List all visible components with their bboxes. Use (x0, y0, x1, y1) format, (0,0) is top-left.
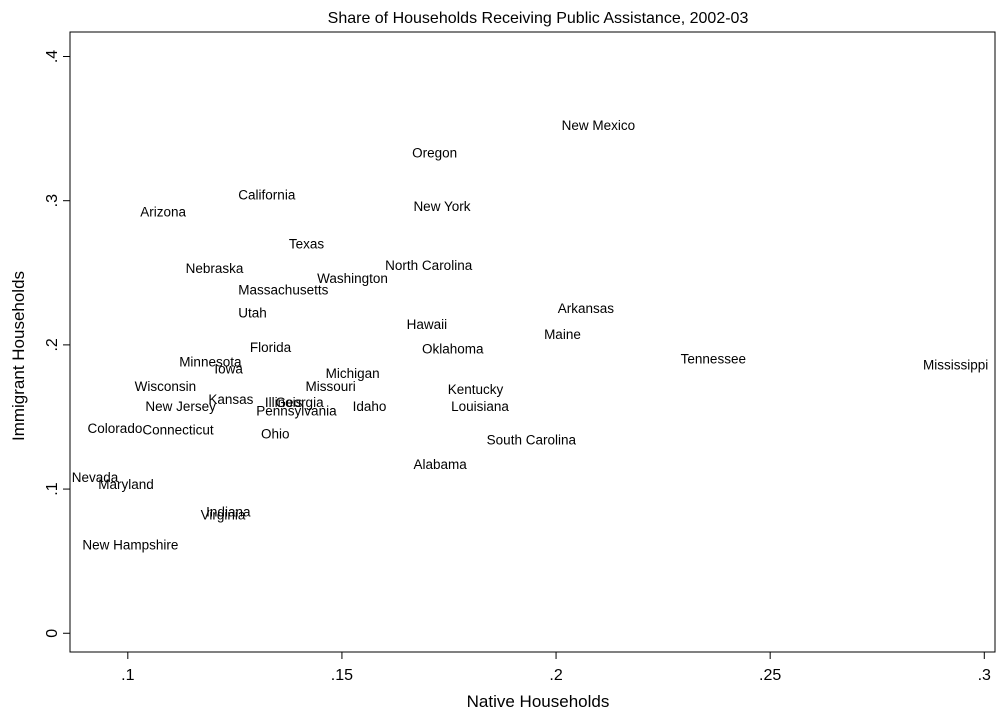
point-label-nevada: Nevada (72, 470, 119, 485)
y-tick-label: .3 (44, 194, 61, 207)
y-tick-label: .2 (44, 338, 61, 351)
point-label-new-mexico: New Mexico (562, 118, 636, 133)
point-label-ohio: Ohio (261, 427, 290, 442)
point-label-new-jersey: New Jersey (145, 399, 216, 414)
point-label-oklahoma: Oklahoma (422, 342, 484, 357)
y-tick-label: .4 (44, 50, 61, 63)
point-label-nebraska: Nebraska (186, 261, 244, 276)
point-label-alabama: Alabama (413, 457, 467, 472)
x-tick-label: .15 (331, 667, 353, 684)
plot-frame (69, 31, 996, 653)
point-label-missouri: Missouri (306, 379, 356, 394)
x-tick-label: .2 (549, 667, 562, 684)
point-label-arkansas: Arkansas (558, 301, 615, 316)
point-label-connecticut: Connecticut (142, 422, 214, 437)
point-label-oregon: Oregon (412, 145, 457, 160)
point-label-michigan: Michigan (326, 366, 380, 381)
point-label-florida: Florida (250, 340, 292, 355)
point-label-california: California (238, 187, 296, 202)
x-tick-label: .1 (121, 667, 134, 684)
point-label-new-hampshire: New Hampshire (82, 538, 178, 553)
point-label-mississippi: Mississippi (923, 357, 988, 372)
point-label-maryland: Maryland (98, 477, 154, 492)
y-axis-title: Immigrant Households (9, 271, 28, 441)
point-label-texas: Texas (289, 236, 325, 251)
point-label-kentucky: Kentucky (448, 382, 504, 397)
y-tick-label: 0 (44, 629, 61, 638)
point-label-georgia: Georgia (276, 395, 325, 410)
point-label-virginia: Virginia (201, 507, 246, 522)
x-axis-title: Native Households (467, 692, 610, 711)
x-axis: .1 .15 .2 .25 .3 (121, 652, 991, 684)
point-label-kansas: Kansas (208, 392, 253, 407)
point-label-arizona: Arizona (140, 205, 186, 220)
point-label-wisconsin: Wisconsin (135, 379, 197, 394)
point-label-idaho: Idaho (353, 399, 387, 414)
point-label-colorado: Colorado (88, 421, 143, 436)
x-tick-label: .3 (978, 667, 991, 684)
point-label-hawaii: Hawaii (407, 317, 448, 332)
point-label-tennessee: Tennessee (681, 352, 746, 367)
point-label-utah: Utah (238, 305, 267, 320)
point-label-pennsylvania: Pennsylvania (256, 404, 337, 419)
point-label-washington: Washington (317, 271, 388, 286)
y-tick-label: .1 (44, 482, 61, 495)
x-tick-label: .25 (759, 667, 781, 684)
point-label-louisiana: Louisiana (451, 399, 509, 414)
point-label-minnesota: Minnesota (179, 355, 242, 370)
point-label-indiana: Indiana (206, 504, 251, 519)
point-label-massachusetts: Massachusetts (238, 282, 328, 297)
point-label-south-carolina: South Carolina (487, 432, 577, 447)
chart-title: Share of Households Receiving Public Ass… (328, 10, 749, 27)
point-label-north-carolina: North Carolina (385, 258, 473, 273)
point-label-new-york: New York (413, 199, 470, 214)
point-label-maine: Maine (544, 327, 581, 342)
point-label-illinois: Illinois (265, 395, 303, 410)
point-labels: New Mexico Oregon California Arizona New Yor… (72, 118, 989, 553)
y-axis: 0 .1 .2 .3 .4 (44, 50, 70, 638)
point-label-iowa: Iowa (214, 362, 243, 377)
